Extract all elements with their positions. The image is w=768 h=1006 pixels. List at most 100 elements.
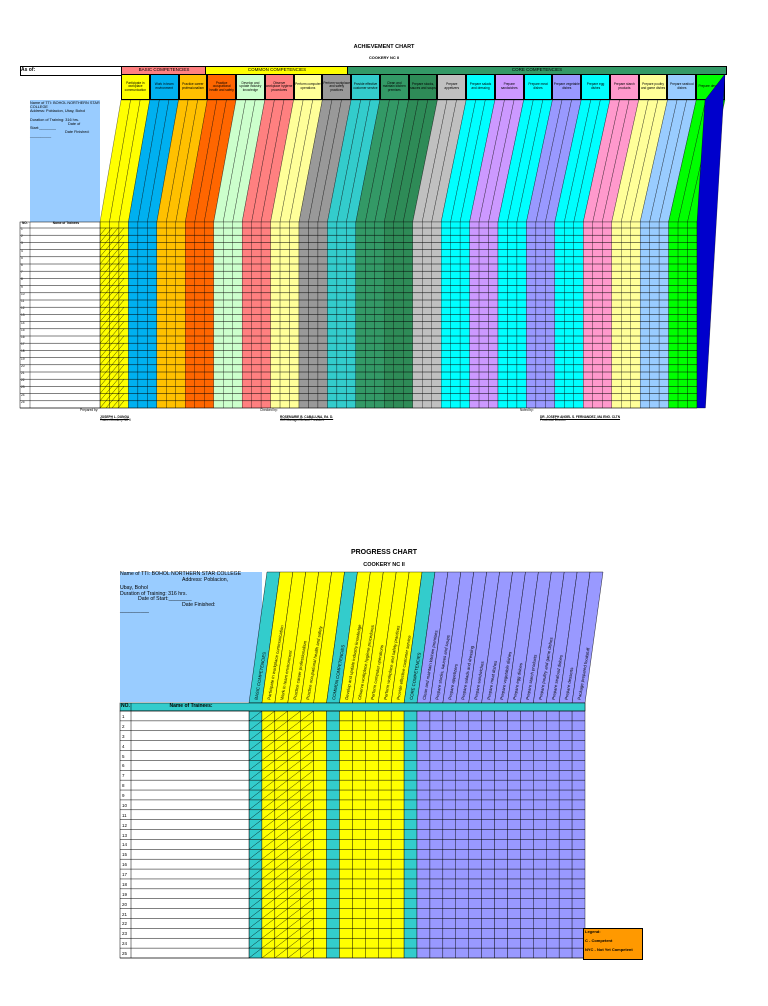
progress-slash-mark — [248, 928, 263, 939]
achievement-competency-header: Prepare stocks, sauces and soups — [408, 74, 438, 100]
slash-mark — [117, 299, 125, 308]
slash-mark — [105, 371, 113, 380]
slash-mark — [105, 343, 113, 351]
progress-slash-mark — [261, 740, 275, 751]
slash-mark — [105, 285, 113, 293]
slash-mark — [117, 321, 125, 329]
progress-slash-mark — [274, 780, 288, 791]
progress-row-number: 24 — [122, 941, 128, 947]
progress-slash-mark — [261, 750, 275, 761]
progress-row-number: 1 — [122, 714, 125, 719]
progress-column-label: Prepare appetizers — [447, 664, 458, 701]
progress-slash-mark — [287, 878, 301, 889]
slash-mark — [111, 364, 119, 373]
progress-slash-mark — [248, 770, 263, 781]
slash-mark — [117, 314, 125, 322]
slash-mark — [117, 256, 125, 265]
progress-grid-column — [494, 702, 508, 959]
slash-mark — [99, 249, 107, 257]
signature-block: Noted by: DR. JOSEPH ANGEL S. FERNANDEZ, … — [520, 408, 630, 423]
progress-slash-mark — [261, 809, 275, 820]
achievement-competency-header: Participate in workplace communication — [121, 74, 150, 100]
achievement-competency-header: Observe workplace hygiene procedures — [264, 74, 294, 100]
slash-mark — [99, 393, 107, 401]
slash-mark — [99, 386, 107, 394]
progress-column-header: Work in team environment — [274, 571, 306, 704]
progress-slash-mark — [300, 829, 314, 840]
slash-mark — [105, 314, 113, 322]
achievement-competency-header: Practice occupational health and safety — [207, 74, 237, 100]
slash-mark — [111, 227, 119, 236]
slash-mark — [105, 256, 113, 265]
progress-slash-mark — [300, 947, 314, 959]
progress-slash-mark — [274, 750, 288, 761]
trainee-names-area — [19, 221, 101, 409]
achievement-title: ACHIEVEMENT CHART — [353, 44, 415, 50]
progress-grid-column — [455, 702, 469, 959]
progress-subtitle: COOKERY NC II — [363, 562, 405, 568]
signature-role: OIC Manager/School President — [280, 418, 325, 423]
progress-slash-mark — [248, 750, 263, 761]
achievement-competency-header: Practice career professionalism — [178, 74, 208, 100]
progress-row-number: 17 — [122, 872, 128, 878]
achievement-row-number: 15 — [21, 327, 25, 332]
progress-slash-mark — [261, 898, 275, 909]
achievement-row-number: 23 — [21, 385, 25, 390]
progress-slash-mark — [300, 918, 314, 929]
slash-mark — [99, 256, 107, 265]
progress-slash-mark — [287, 760, 301, 771]
achievement-row-number: 7 — [21, 270, 23, 275]
progress-grid-column — [546, 702, 560, 959]
slash-mark — [105, 386, 113, 394]
signature-prepared-label: Noted by: — [520, 408, 534, 412]
slash-mark — [111, 235, 119, 243]
progress-column-label: Prepare egg dishes — [512, 663, 523, 701]
slash-mark — [105, 400, 113, 409]
progress-slash-mark — [261, 799, 275, 810]
achievement-competency-header: Prepare salads and dressing — [466, 74, 495, 100]
slash-mark — [99, 285, 107, 293]
progress-slash-mark — [274, 868, 288, 880]
slash-mark — [99, 379, 107, 387]
progress-slash-mark — [261, 868, 275, 880]
progress-slash-mark — [248, 947, 263, 959]
progress-grid-column — [468, 702, 482, 959]
achievement-row-number: 20 — [21, 363, 25, 368]
achievement-row-number: 2 — [21, 234, 23, 239]
legend-not-competent: NYC - Not Yet Competent — [585, 947, 633, 952]
slash-mark — [105, 235, 113, 243]
progress-grid-column — [507, 702, 521, 959]
signature-prepared-label: Checked by: — [260, 408, 278, 412]
slash-mark — [117, 386, 125, 394]
progress-blank-line: __________ — [120, 607, 149, 614]
progress-slash-mark — [287, 809, 301, 820]
progress-slash-mark — [261, 789, 275, 801]
progress-slash-mark — [261, 859, 275, 870]
progress-slash-mark — [274, 710, 288, 722]
progress-slash-mark — [261, 938, 275, 949]
signature-role: Provincial Director — [540, 418, 566, 423]
slash-mark — [117, 364, 125, 373]
progress-slash-mark — [261, 720, 275, 731]
progress-slash-mark — [261, 947, 275, 959]
as-of-label: As of: — [21, 67, 36, 73]
achievement-competency-header: Work in team environment — [149, 74, 179, 100]
progress-row-number: 23 — [122, 931, 128, 937]
achievement-competency-header: Perform computer operations — [293, 74, 323, 100]
signature-block: Checked by: ROSEMARIE B. CABALUNA, Ed. D.… — [260, 408, 370, 423]
progress-slash-mark — [248, 878, 263, 889]
progress-slash-mark — [287, 720, 301, 731]
progress-grid-column — [481, 702, 495, 959]
progress-slash-mark — [274, 809, 288, 820]
ach-no-header: NO. — [22, 221, 28, 225]
progress-slash-mark — [274, 918, 288, 929]
progress-slash-mark — [274, 720, 288, 731]
progress-slash-mark — [248, 868, 263, 880]
progress-slash-mark — [287, 829, 301, 840]
achievement-competency-header: Perform workplace and safety practices — [322, 74, 352, 100]
slash-mark — [99, 364, 107, 373]
slash-mark — [105, 278, 113, 286]
progress-grid-column — [378, 702, 392, 959]
progress-slash-mark — [274, 799, 288, 810]
training-duration: Duration of Training: 316 hrs. — [30, 117, 79, 122]
